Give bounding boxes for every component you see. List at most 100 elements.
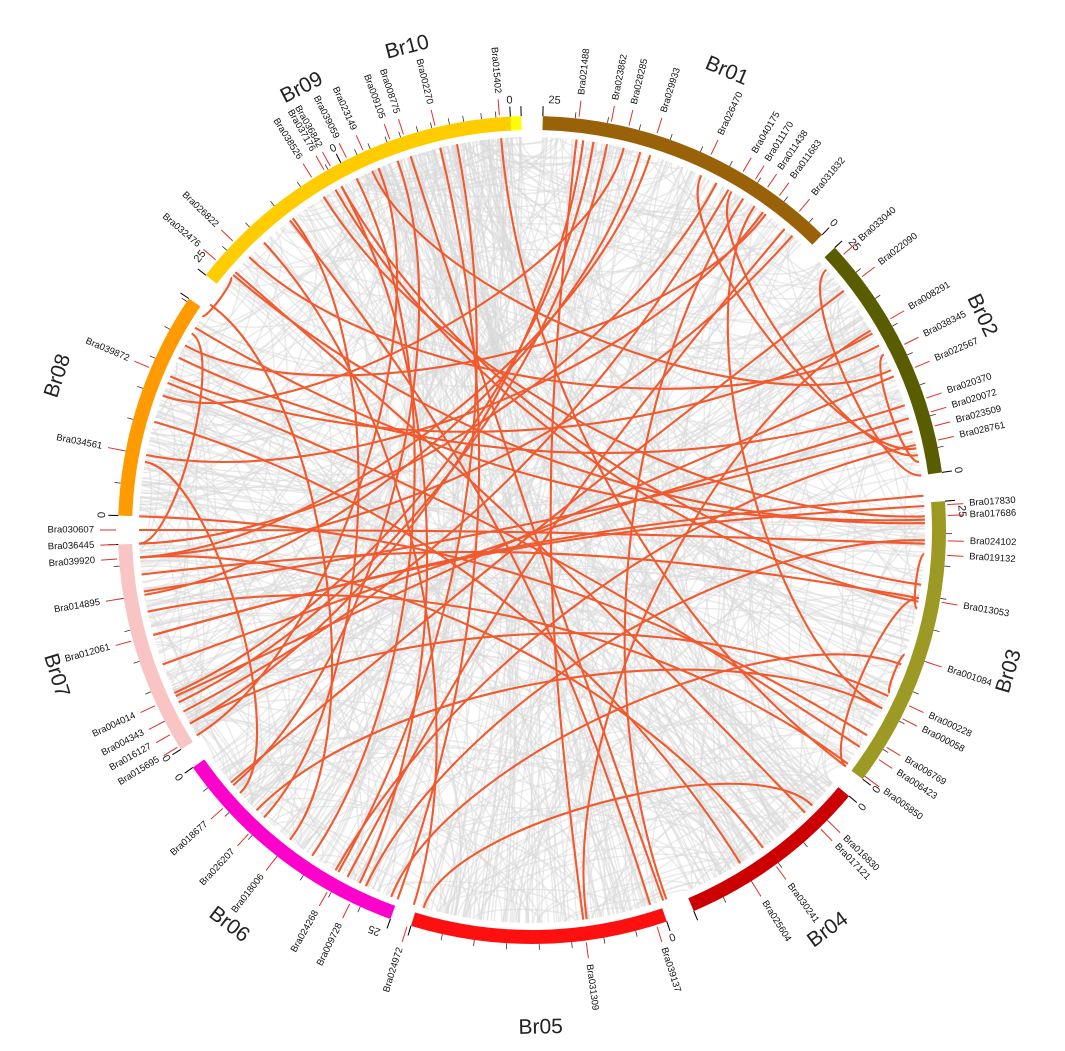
gene-marker xyxy=(941,601,958,606)
background-link xyxy=(180,351,317,837)
chromosome-tick xyxy=(574,112,577,119)
background-link xyxy=(459,143,509,920)
background-link xyxy=(690,680,895,889)
gene-marker xyxy=(610,105,615,122)
background-link xyxy=(190,718,481,920)
background-link xyxy=(193,325,869,731)
gene-marker xyxy=(779,182,790,196)
background-link xyxy=(156,362,178,415)
gene-marker xyxy=(628,109,634,126)
chromosome-arc-br08 xyxy=(118,298,201,517)
chromosome-tick xyxy=(415,126,419,133)
chromosome-arc-br07 xyxy=(118,543,193,750)
background-link xyxy=(202,141,591,328)
gene-label: Bra026470 xyxy=(716,90,746,137)
synteny-link xyxy=(201,276,233,318)
chromosome-tick xyxy=(462,115,465,122)
background-link xyxy=(163,392,882,712)
synteny-link xyxy=(340,185,922,586)
background-link xyxy=(564,898,656,922)
background-link xyxy=(306,190,335,209)
gene-marker xyxy=(902,718,918,727)
background-link xyxy=(141,187,345,485)
synteny-link xyxy=(167,381,861,748)
gene-marker xyxy=(866,777,880,788)
synteny-link xyxy=(819,268,922,477)
background-link xyxy=(140,496,775,840)
chromosome-arc-br09 xyxy=(205,116,512,284)
background-link xyxy=(162,395,744,862)
gene-marker xyxy=(914,360,930,368)
background-link xyxy=(244,787,541,923)
synteny-link xyxy=(189,632,889,725)
background-link xyxy=(749,273,831,801)
background-link xyxy=(145,315,863,476)
chromosome-boundary-tick xyxy=(335,153,342,164)
synteny-link xyxy=(138,332,204,545)
chromosome-tick xyxy=(571,942,573,949)
background-link xyxy=(146,221,777,608)
background-link xyxy=(166,673,225,773)
background-link xyxy=(374,169,615,915)
background-link xyxy=(186,286,224,343)
gene-label: Bra029933 xyxy=(658,66,682,114)
chromosome-tick xyxy=(145,691,152,695)
gene-marker xyxy=(398,118,404,135)
chromosome-tick xyxy=(299,875,304,881)
gene-label: Bra039137 xyxy=(658,946,682,994)
synteny-link xyxy=(146,211,764,463)
gene-label: Bra039920 xyxy=(48,555,95,569)
background-link xyxy=(141,485,263,803)
chromosome-tick xyxy=(114,482,121,484)
background-link xyxy=(300,760,801,849)
gene-marker xyxy=(828,821,841,834)
synteny-link xyxy=(696,174,917,450)
gene-label: Bra024102 xyxy=(970,536,1017,548)
background-link xyxy=(141,316,863,492)
gene-marker xyxy=(742,157,752,172)
chromosome-arc-br03 xyxy=(851,501,946,780)
gene-marker xyxy=(140,705,156,714)
tick-label: 0 xyxy=(328,142,339,155)
gene-label: Bra030607 xyxy=(48,525,94,536)
chromosome-arc-br05 xyxy=(410,908,667,944)
gene-marker xyxy=(163,746,178,757)
gene-marker xyxy=(134,360,150,368)
background-link xyxy=(220,760,529,924)
tick-label: 0 xyxy=(161,752,174,764)
gene-label: Bra022090 xyxy=(876,231,920,268)
gene-label: Bra023862 xyxy=(610,53,630,101)
tick-label: 25 xyxy=(548,94,561,107)
chromosome-tick xyxy=(757,177,762,184)
gene-marker xyxy=(799,198,811,212)
gene-marker xyxy=(767,173,778,188)
chromosome-boundary-tick xyxy=(941,470,952,473)
background-link xyxy=(186,272,830,719)
background-link xyxy=(471,141,894,687)
tick-label: 0 xyxy=(96,512,108,519)
gene-marker xyxy=(322,151,331,167)
gene-marker xyxy=(383,123,391,140)
chromosome-tick xyxy=(638,124,642,131)
gene-label: Bra026822 xyxy=(180,190,221,230)
tick-label: 0 xyxy=(952,466,965,474)
synteny-link xyxy=(138,528,925,545)
background-link xyxy=(192,167,382,335)
background-link xyxy=(286,474,922,839)
background-link xyxy=(360,157,661,209)
synteny-link xyxy=(153,494,924,637)
background-link xyxy=(821,537,925,785)
gene-marker xyxy=(656,117,663,134)
chromosome-tick xyxy=(729,160,733,167)
background-link xyxy=(856,648,907,748)
chromosome-tick xyxy=(164,326,171,330)
gene-label: Bra013053 xyxy=(962,601,1010,620)
chromosome-tick xyxy=(777,862,783,868)
gene-label: Bra033040 xyxy=(856,205,898,244)
background-link xyxy=(479,140,617,160)
background-link xyxy=(173,680,619,914)
background-link xyxy=(538,851,745,923)
gene-marker xyxy=(947,554,964,557)
gene-marker xyxy=(938,436,954,441)
background-link xyxy=(164,390,926,528)
